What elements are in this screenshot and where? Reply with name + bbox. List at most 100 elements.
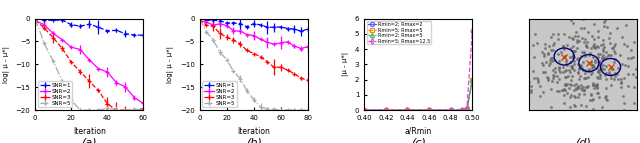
Point — [598, 56, 608, 59]
Point — [628, 102, 639, 104]
Point — [589, 59, 600, 61]
Point — [583, 70, 593, 72]
Point — [623, 85, 633, 87]
Point — [573, 71, 583, 74]
Point — [607, 68, 617, 70]
Point — [546, 36, 556, 38]
Point — [610, 52, 620, 54]
Rmin=5; Rmax=12.5 — [463, 107, 471, 109]
Rmin=5; Rmax=5 — [382, 109, 390, 111]
Point — [585, 51, 595, 54]
Rmin=2; Rmax=2 — [468, 79, 476, 81]
Point — [579, 41, 589, 43]
Point — [573, 96, 583, 98]
Point — [554, 65, 564, 68]
Y-axis label: log| μ - μ*|: log| μ - μ*| — [3, 46, 10, 83]
Point — [552, 75, 563, 77]
Point — [601, 98, 611, 100]
Point — [582, 113, 593, 116]
Point — [574, 67, 584, 70]
Point — [548, 49, 558, 51]
Point — [573, 87, 584, 90]
Point — [576, 84, 586, 86]
Point — [628, 86, 639, 89]
Point — [595, 60, 605, 62]
Point — [617, 35, 627, 38]
Point — [541, 61, 551, 63]
Point — [579, 69, 589, 71]
Point — [576, 27, 586, 29]
Point — [636, 68, 640, 70]
Point — [579, 72, 589, 74]
Point — [580, 45, 591, 47]
Rmin=5; Rmax=5 — [463, 109, 471, 110]
Rmin=2; Rmax=2 — [458, 109, 465, 111]
Point — [545, 62, 555, 64]
Point — [574, 65, 584, 67]
Point — [549, 59, 559, 61]
Point — [605, 9, 616, 12]
Point — [570, 35, 580, 37]
Point — [570, 105, 580, 107]
Point — [588, 108, 598, 110]
Point — [510, 65, 520, 67]
Point — [547, 80, 557, 82]
Point — [566, 79, 576, 81]
Point — [581, 104, 591, 107]
Point — [584, 54, 595, 56]
Point — [609, 61, 620, 64]
Point — [587, 67, 597, 69]
Point — [569, 95, 579, 97]
Point — [628, 41, 639, 43]
Point — [589, 46, 600, 48]
Point — [616, 82, 626, 84]
Point — [552, 81, 562, 83]
Point — [600, 19, 610, 21]
Point — [591, 87, 602, 89]
Point — [589, 87, 600, 90]
Point — [532, 79, 543, 81]
Point — [593, 64, 603, 66]
Point — [593, 30, 603, 32]
Point — [606, 84, 616, 86]
Point — [595, 74, 605, 76]
Point — [548, 44, 558, 46]
Point — [553, 37, 563, 40]
Rmin=5; Rmax=5 — [458, 109, 465, 111]
Point — [599, 46, 609, 49]
Point — [586, 10, 596, 13]
Point — [620, 43, 630, 45]
Point — [588, 65, 598, 67]
Point — [547, 88, 557, 90]
Point — [545, 49, 556, 51]
Point — [508, 72, 518, 74]
Point — [595, 53, 605, 55]
Point — [554, 90, 564, 92]
Point — [582, 76, 593, 78]
Point — [617, 62, 627, 65]
Point — [570, 96, 580, 98]
Point — [595, 63, 605, 65]
Rmin=5; Rmax=12.5 — [458, 109, 465, 111]
Point — [604, 37, 614, 39]
Point — [601, 95, 611, 97]
Point — [574, 78, 584, 80]
Point — [542, 76, 552, 78]
Point — [607, 47, 617, 49]
Point — [568, 54, 578, 56]
Point — [525, 85, 536, 88]
Point — [589, 43, 600, 45]
Point — [589, 84, 600, 86]
Point — [577, 86, 588, 88]
Point — [602, 99, 612, 101]
Point — [589, 61, 600, 63]
Point — [576, 63, 586, 66]
Point — [600, 65, 611, 67]
Point — [575, 64, 585, 67]
Point — [592, 45, 602, 47]
Point — [572, 2, 582, 4]
Point — [565, 55, 575, 58]
Point — [537, 51, 547, 53]
Point — [587, 63, 597, 66]
Point — [597, 63, 607, 66]
